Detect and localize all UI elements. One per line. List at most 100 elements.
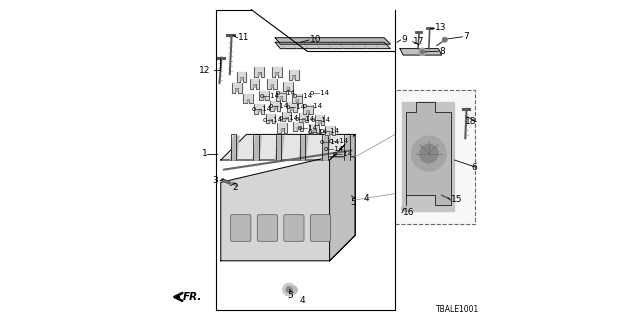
- Text: o—14: o—14: [307, 129, 327, 135]
- Circle shape: [270, 84, 274, 88]
- Circle shape: [301, 118, 305, 122]
- Circle shape: [262, 96, 266, 99]
- Text: 13: 13: [435, 23, 446, 32]
- Circle shape: [295, 99, 299, 102]
- Polygon shape: [221, 134, 355, 160]
- Polygon shape: [270, 101, 280, 111]
- Text: 7: 7: [463, 32, 469, 41]
- Polygon shape: [282, 112, 291, 121]
- Polygon shape: [298, 113, 308, 123]
- Polygon shape: [268, 79, 277, 89]
- Polygon shape: [303, 105, 312, 114]
- Text: 18: 18: [465, 117, 477, 126]
- Polygon shape: [310, 124, 319, 133]
- Circle shape: [235, 88, 239, 92]
- Text: o—14: o—14: [310, 90, 330, 96]
- Text: o—14: o—14: [319, 140, 339, 145]
- Circle shape: [240, 77, 243, 81]
- Circle shape: [419, 48, 426, 56]
- Polygon shape: [259, 91, 269, 100]
- Circle shape: [312, 129, 316, 132]
- Text: 6: 6: [471, 163, 477, 172]
- Text: o—14: o—14: [298, 125, 317, 131]
- Polygon shape: [232, 83, 242, 93]
- Circle shape: [296, 127, 300, 130]
- Polygon shape: [266, 114, 275, 123]
- Polygon shape: [275, 136, 284, 160]
- Polygon shape: [237, 72, 246, 82]
- Polygon shape: [231, 136, 239, 160]
- Text: o—14: o—14: [329, 138, 349, 144]
- Text: 16: 16: [403, 208, 414, 217]
- Polygon shape: [278, 123, 287, 133]
- Text: o—14: o—14: [302, 103, 323, 108]
- Text: 1: 1: [202, 149, 207, 158]
- Polygon shape: [322, 136, 330, 160]
- Polygon shape: [292, 94, 302, 103]
- Text: FR.: FR.: [183, 292, 202, 302]
- Text: 4: 4: [364, 194, 369, 203]
- Text: TBALE1001: TBALE1001: [436, 305, 479, 314]
- Text: o—14: o—14: [311, 117, 331, 123]
- Polygon shape: [283, 82, 293, 91]
- Circle shape: [401, 206, 406, 211]
- Text: 5: 5: [287, 291, 292, 300]
- Text: 3: 3: [212, 176, 218, 185]
- Polygon shape: [406, 102, 451, 205]
- Text: 2: 2: [232, 183, 237, 192]
- Polygon shape: [326, 126, 335, 135]
- Text: o—14: o—14: [276, 90, 296, 96]
- FancyBboxPatch shape: [231, 215, 251, 241]
- Text: 17: 17: [413, 37, 425, 46]
- Circle shape: [280, 128, 284, 132]
- Text: 5: 5: [350, 198, 356, 207]
- Text: o—14: o—14: [292, 93, 313, 99]
- Circle shape: [420, 50, 424, 54]
- Polygon shape: [221, 157, 355, 261]
- FancyBboxPatch shape: [257, 215, 278, 241]
- Circle shape: [283, 283, 296, 296]
- Circle shape: [269, 119, 272, 122]
- Circle shape: [253, 84, 256, 88]
- Polygon shape: [287, 102, 297, 112]
- Circle shape: [292, 76, 296, 79]
- Polygon shape: [243, 94, 253, 103]
- Polygon shape: [275, 38, 390, 44]
- Polygon shape: [254, 104, 264, 114]
- Circle shape: [257, 72, 261, 76]
- Text: o—14: o—14: [323, 146, 343, 152]
- Circle shape: [286, 87, 290, 90]
- Text: 9: 9: [402, 36, 407, 44]
- Polygon shape: [400, 49, 442, 55]
- Text: o—14: o—14: [319, 128, 339, 133]
- Polygon shape: [315, 115, 324, 125]
- Circle shape: [317, 120, 321, 124]
- Text: 10: 10: [310, 36, 321, 44]
- Circle shape: [306, 110, 310, 113]
- Text: 8: 8: [439, 47, 445, 56]
- Polygon shape: [276, 91, 285, 101]
- Text: o—14: o—14: [294, 116, 314, 122]
- Circle shape: [412, 136, 447, 171]
- Circle shape: [419, 144, 438, 163]
- Text: 12: 12: [199, 66, 211, 75]
- Text: o—14: o—14: [262, 117, 282, 123]
- Polygon shape: [253, 136, 262, 160]
- Text: o—14: o—14: [285, 104, 305, 110]
- Polygon shape: [254, 67, 264, 77]
- Circle shape: [279, 96, 283, 100]
- Circle shape: [285, 117, 288, 120]
- Text: o—14: o—14: [279, 115, 299, 121]
- FancyBboxPatch shape: [310, 215, 330, 241]
- Polygon shape: [250, 79, 259, 89]
- Circle shape: [257, 109, 261, 113]
- FancyBboxPatch shape: [284, 215, 304, 241]
- Circle shape: [290, 286, 298, 294]
- Circle shape: [286, 286, 292, 293]
- Bar: [396, 90, 475, 224]
- Text: o—14: o—14: [268, 103, 288, 108]
- Polygon shape: [300, 136, 308, 160]
- Polygon shape: [272, 67, 282, 77]
- Circle shape: [290, 108, 294, 111]
- Circle shape: [328, 131, 332, 134]
